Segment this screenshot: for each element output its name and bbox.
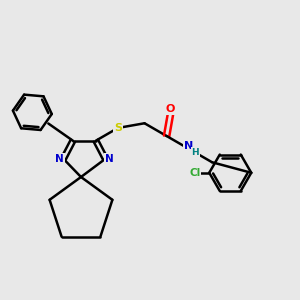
Text: O: O xyxy=(166,104,175,114)
Text: S: S xyxy=(114,123,122,133)
Text: N: N xyxy=(56,154,64,164)
Text: N: N xyxy=(104,154,113,164)
Text: Cl: Cl xyxy=(189,168,200,178)
Text: N: N xyxy=(184,141,193,152)
Text: H: H xyxy=(191,148,199,157)
